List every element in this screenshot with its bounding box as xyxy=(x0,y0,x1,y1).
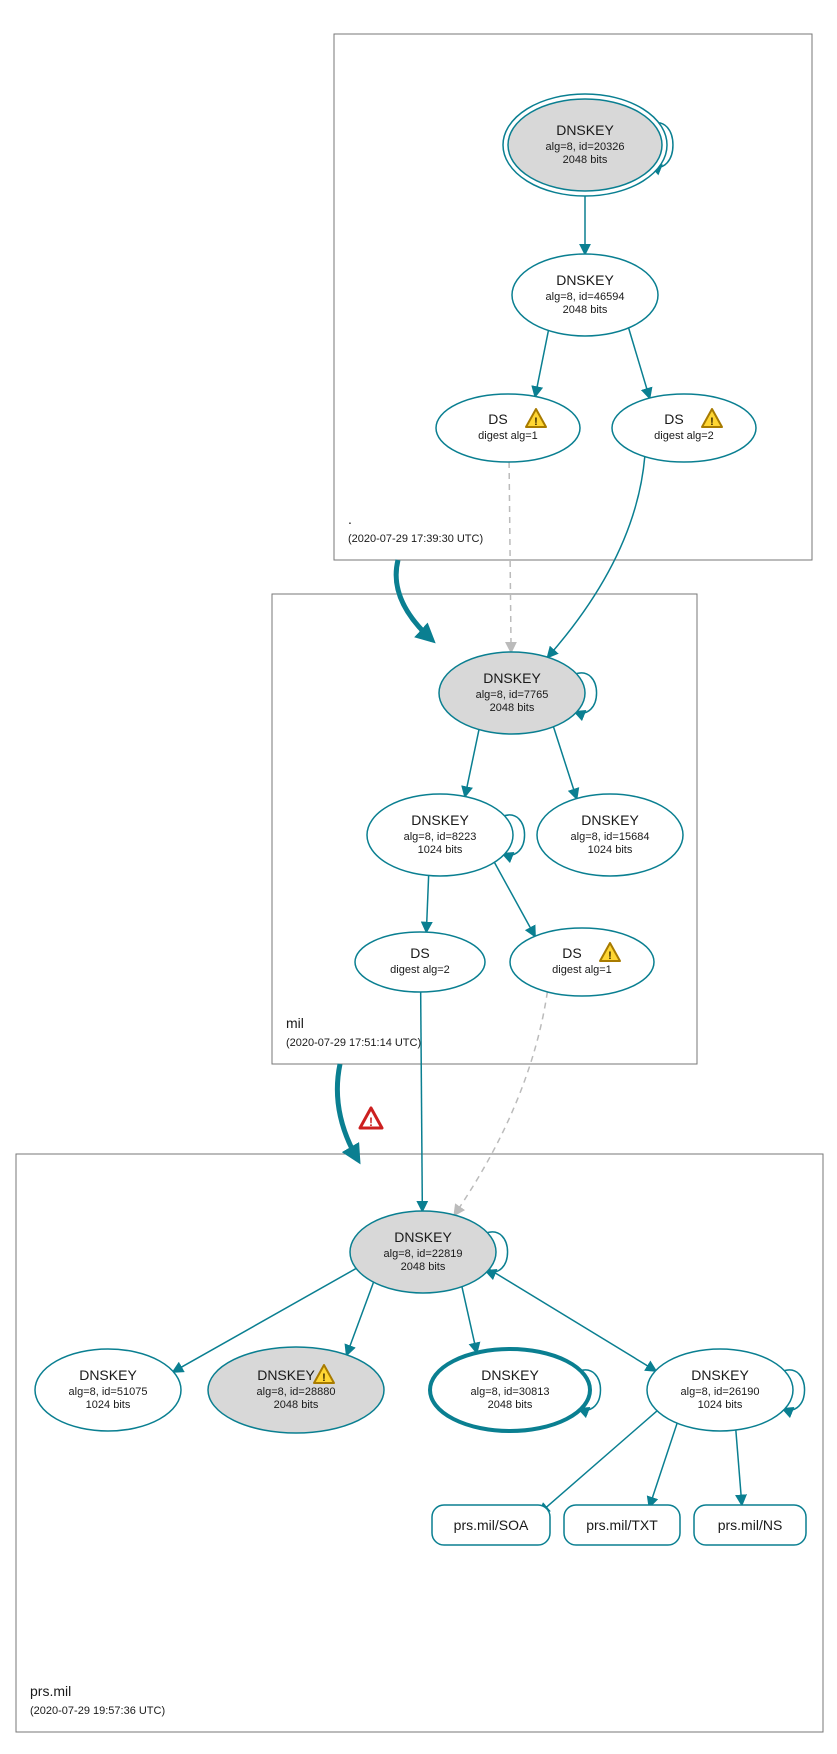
node-sub1: alg=8, id=7765 xyxy=(476,689,549,701)
warning-icon: ! xyxy=(360,1108,382,1129)
svg-text:!: ! xyxy=(534,416,538,428)
node-title: DS xyxy=(410,945,429,961)
node-sub1: alg=8, id=46594 xyxy=(546,291,625,303)
nodes: DNSKEYalg=8, id=203262048 bitsDNSKEYalg=… xyxy=(35,94,806,1545)
node-n4 xyxy=(612,394,756,462)
record-label: prs.mil/SOA xyxy=(454,1517,529,1533)
node-sub2: 2048 bits xyxy=(563,304,608,316)
zone-label-root: . xyxy=(348,511,352,527)
node-sub1: alg=8, id=51075 xyxy=(69,1386,148,1398)
zone-edge xyxy=(337,1064,358,1160)
node-sub1: digest alg=1 xyxy=(552,964,612,976)
node-sub1: digest alg=2 xyxy=(654,430,714,442)
node-sub1: alg=8, id=22819 xyxy=(384,1248,463,1260)
node-title: DS xyxy=(488,411,507,427)
zone-time-mil: (2020-07-29 17:51:14 UTC) xyxy=(286,1037,421,1049)
node-title: DNSKEY xyxy=(394,1229,452,1245)
node-sub1: digest alg=2 xyxy=(390,964,450,976)
node-sub2: 1024 bits xyxy=(418,844,463,856)
node-title: DNSKEY xyxy=(691,1367,749,1383)
node-sub1: alg=8, id=26190 xyxy=(681,1386,760,1398)
node-n9 xyxy=(510,928,654,996)
svg-text:!: ! xyxy=(322,1372,326,1384)
node-sub2: 2048 bits xyxy=(488,1399,533,1411)
svg-text:!: ! xyxy=(608,950,612,962)
node-title: DNSKEY xyxy=(79,1367,137,1383)
node-sub1: alg=8, id=8223 xyxy=(404,831,477,843)
node-title: DNSKEY xyxy=(556,122,614,138)
node-sub1: digest alg=1 xyxy=(478,430,538,442)
node-title: DNSKEY xyxy=(481,1367,539,1383)
node-sub1: alg=8, id=28880 xyxy=(257,1386,336,1398)
zone-time-prs: (2020-07-29 19:57:36 UTC) xyxy=(30,1705,165,1717)
node-title: DS xyxy=(664,411,683,427)
node-sub2: 1024 bits xyxy=(588,844,633,856)
node-sub1: alg=8, id=15684 xyxy=(571,831,650,843)
svg-text:!: ! xyxy=(710,416,714,428)
zone-time-root: (2020-07-29 17:39:30 UTC) xyxy=(348,533,483,545)
svg-text:!: ! xyxy=(369,1115,373,1129)
node-n3 xyxy=(436,394,580,462)
node-n8 xyxy=(355,932,485,992)
node-sub2: 2048 bits xyxy=(490,702,535,714)
zone-label-prs: prs.mil xyxy=(30,1683,71,1699)
zone-edge xyxy=(396,560,432,640)
node-sub1: alg=8, id=20326 xyxy=(546,141,625,153)
node-title: DS xyxy=(562,945,581,961)
record-label: prs.mil/TXT xyxy=(586,1517,658,1533)
node-sub2: 2048 bits xyxy=(563,154,608,166)
dnssec-diagram: . (2020-07-29 17:39:30 UTC) mil (2020-07-29… xyxy=(0,0,837,1754)
node-sub2: 2048 bits xyxy=(274,1399,319,1411)
node-title: DNSKEY xyxy=(581,812,639,828)
record-label: prs.mil/NS xyxy=(718,1517,783,1533)
node-sub1: alg=8, id=30813 xyxy=(471,1386,550,1398)
node-sub2: 1024 bits xyxy=(86,1399,131,1411)
node-sub2: 2048 bits xyxy=(401,1261,446,1273)
node-title: DNSKEY xyxy=(556,272,614,288)
node-title: DNSKEY xyxy=(411,812,469,828)
zone-label-mil: mil xyxy=(286,1015,304,1031)
node-title: DNSKEY xyxy=(483,670,541,686)
node-title: DNSKEY xyxy=(257,1367,315,1383)
node-sub2: 1024 bits xyxy=(698,1399,743,1411)
